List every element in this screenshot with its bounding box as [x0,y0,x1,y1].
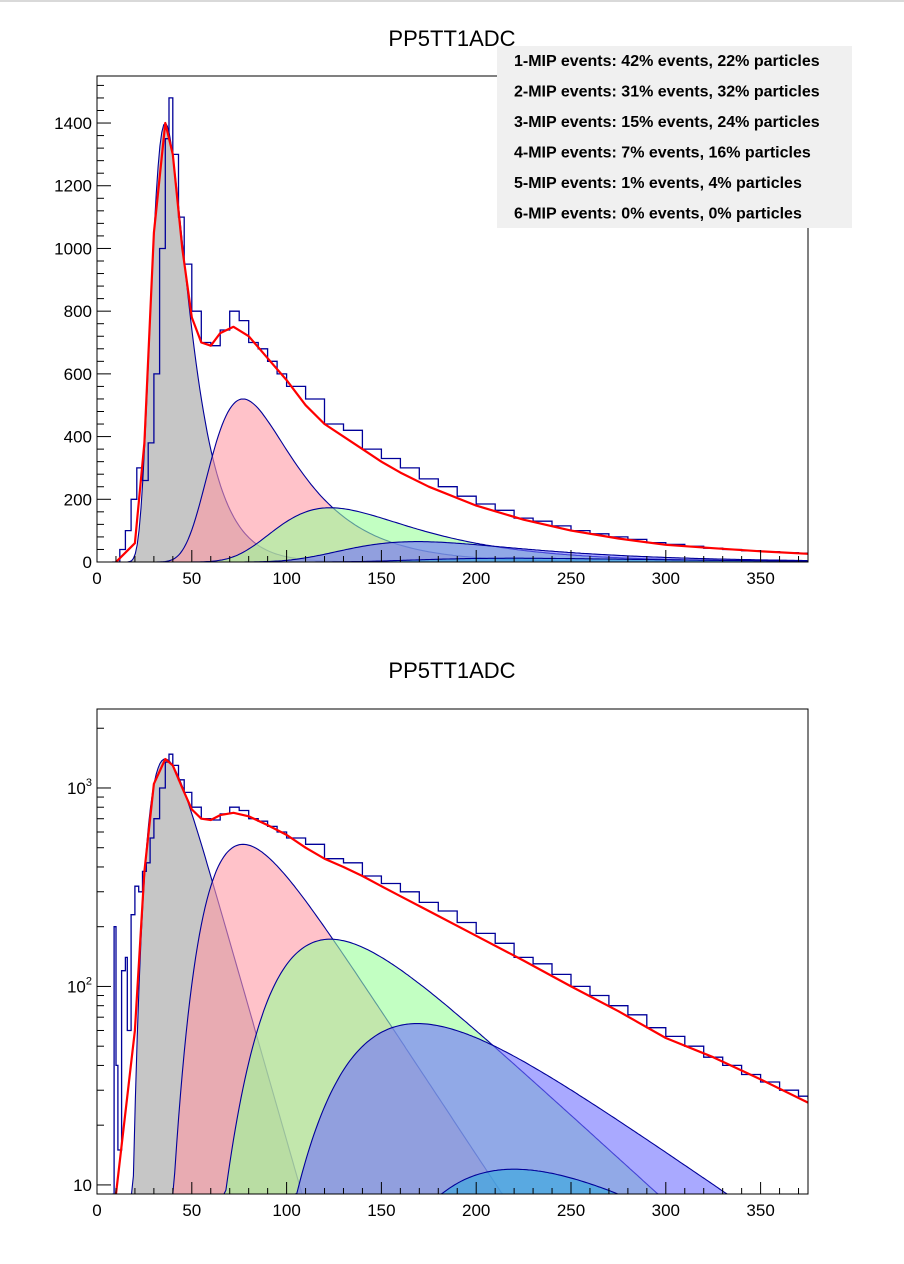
y-tick-label: 1000 [54,239,92,258]
component-4-mip [217,541,808,562]
y-tick-label: 1400 [54,114,92,133]
component-4-mip [217,1023,808,1194]
x-tick-label: 200 [462,569,490,588]
chart-panel-2: PP5TT1ADC 0 50 100 150 200 250 300 350 10 102 103 [67,658,809,1220]
x-tick-label: 200 [462,1201,490,1220]
y-tick-label: 1200 [54,177,92,196]
y-tick-label: 400 [64,428,92,447]
y-tick-label: 102 [67,975,92,996]
plot-area [112,97,808,562]
x-tick-label: 150 [367,1201,395,1220]
y-tick-label: 600 [64,365,92,384]
top-rule [0,0,904,2]
y-tick-label: 103 [67,777,92,798]
component-5-mip [259,1168,808,1194]
y-tick-label: 0 [83,553,92,572]
legend-entry: 6-MIP events: 0% events, 0% particles [514,206,802,223]
x-tick-label: 0 [92,569,101,588]
chart-title: PP5TT1ADC [388,658,515,683]
x-tick-label: 250 [557,1201,585,1220]
fit-curve [114,757,808,1194]
x-tick-label: 350 [746,569,774,588]
x-tick-label: 350 [746,1201,774,1220]
x-tick-label: 300 [652,1201,680,1220]
legend-entry: 4-MIP events: 7% events, 16% particles [514,145,811,162]
y-tick-label: 200 [64,490,92,509]
y-tick-label: 800 [64,302,92,321]
component-2-mip [151,398,808,562]
plot-frame [96,75,809,563]
x-tick-label: 0 [92,1201,101,1220]
chart-title: PP5TT1ADC [388,26,515,51]
legend-box [497,46,852,228]
chart-panel-1: PP5TT1ADC 0 50 100 150 200 250 300 350 0 200 400 600… [54,26,852,588]
x-tick-label: 100 [272,1201,300,1220]
plot-frame [96,708,809,1195]
fit-curve [115,121,808,562]
x-tick-label: 300 [652,569,680,588]
x-tick-label: 100 [272,569,300,588]
legend: 1-MIP events: 42% events, 22% particles 2… [497,46,852,228]
x-tick-label: 150 [367,569,395,588]
x-tick-label: 50 [182,1201,201,1220]
x-tick-label: 50 [182,569,201,588]
legend-entry: 2-MIP events: 31% events, 32% particles [514,84,820,101]
legend-entry: 3-MIP events: 15% events, 24% particles [514,114,820,131]
legend-entry: 5-MIP events: 1% events, 4% particles [514,175,802,192]
plot-area [112,753,808,1194]
legend-entry: 1-MIP events: 42% events, 22% particles [514,53,820,70]
x-tick-label: 250 [557,569,585,588]
y-tick-label: 10 [73,1176,92,1195]
